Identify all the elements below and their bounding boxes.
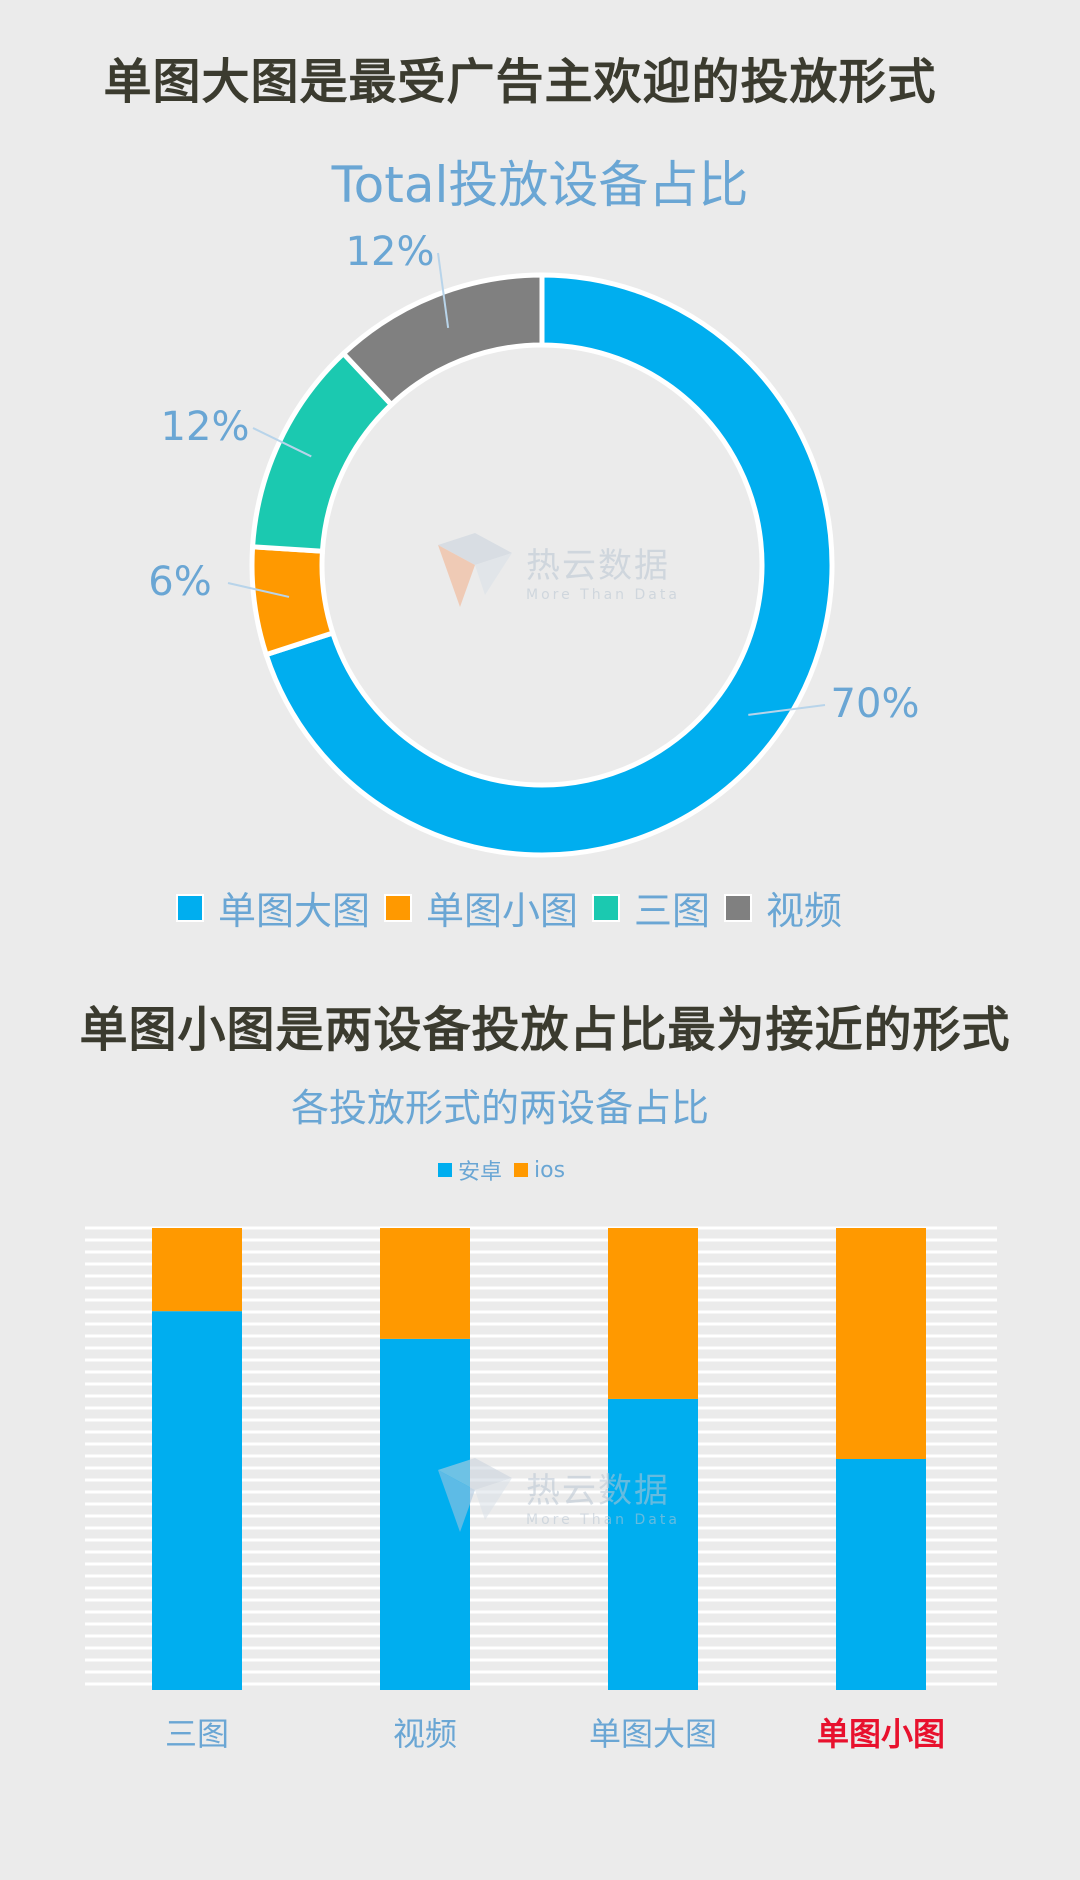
donut-legend: 单图大图 单图小图 三图 视频 (176, 880, 856, 935)
donut-data-label: 12% (346, 229, 435, 275)
watermark-top: 热云数据 More Than Data (430, 525, 680, 615)
legend-item: 安卓 (438, 1154, 502, 1186)
bar-segment (380, 1228, 470, 1339)
leader-line (252, 427, 312, 458)
bar-segment (152, 1311, 242, 1690)
cloud-logo-icon (438, 1458, 512, 1532)
watermark-tagline: More Than Data (526, 1511, 680, 1528)
x-tick-label: 单图大图 (589, 1715, 717, 1753)
bar-segment (608, 1398, 698, 1690)
headline-bottom: 单图小图是两设备投放占比最为接近的形式 (79, 1002, 1011, 1058)
leader-line (748, 704, 826, 716)
bar-segment (836, 1459, 926, 1690)
donut-data-label: 70% (831, 681, 920, 727)
leader-line (437, 252, 450, 329)
x-tick-label: 三图 (165, 1715, 229, 1753)
donut-slice (263, 272, 835, 858)
bar-segment (836, 1228, 926, 1459)
legend-label: 视频 (766, 889, 843, 933)
bar-segment (608, 1228, 698, 1399)
headline-top: 单图大图是最受广告主欢迎的投放形式 (103, 54, 937, 110)
legend-swatch (724, 893, 753, 922)
cloud-logo-icon (438, 533, 512, 607)
donut-data-label: 6% (148, 559, 211, 605)
x-tick-label: 单图小图 (817, 1715, 945, 1753)
bar-legend: 安卓 ios (438, 1154, 577, 1186)
legend-swatch (176, 893, 204, 922)
legend-label: 安卓 (458, 1160, 503, 1185)
legend-item: ios (514, 1158, 565, 1183)
watermark-tagline: More Than Data (526, 586, 680, 603)
legend-label: 单图大图 (218, 889, 371, 933)
bar-chart-title: 各投放形式的两设备占比 (290, 1086, 709, 1130)
bar-segment (152, 1228, 242, 1312)
legend-swatch (438, 1163, 452, 1177)
watermark-brand: 热云数据 (526, 545, 670, 586)
donut-data-label: 12% (161, 404, 250, 450)
donut-chart-title: Total投放设备占比 (331, 156, 749, 214)
watermark-brand: 热云数据 (526, 1470, 670, 1511)
legend-label: 单图小图 (426, 889, 579, 933)
x-tick-label: 视频 (393, 1715, 457, 1753)
donut-slice (339, 272, 545, 409)
legend-label: ios (534, 1157, 566, 1183)
donut-chart: 70% 6% 12% 12% (148, 229, 920, 858)
legend-item: 三图 (592, 880, 710, 935)
watermark-bottom: 热云数据 More Than Data (430, 1450, 680, 1540)
legend-swatch (514, 1163, 529, 1177)
legend-label: 三图 (634, 889, 711, 933)
legend-item: 视频 (724, 880, 842, 935)
legend-swatch (592, 893, 621, 922)
legend-item: 单图小图 (384, 880, 578, 935)
leader-line (227, 582, 290, 598)
legend-swatch (384, 893, 413, 922)
legend-item: 单图大图 (176, 880, 370, 935)
